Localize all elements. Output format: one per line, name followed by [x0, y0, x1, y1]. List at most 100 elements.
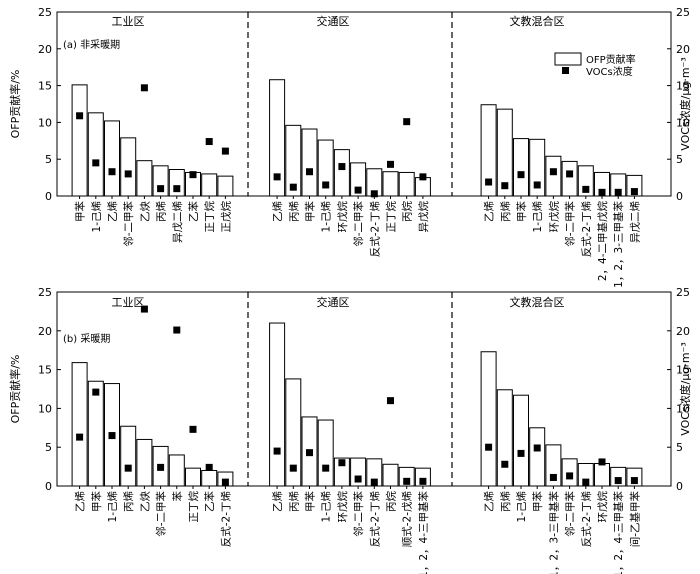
panel-a-category-label-1-8: 丙烷	[401, 201, 414, 222]
panel-a-voc-marker-2-1	[501, 182, 509, 190]
panel-b-voc-marker-1-7	[387, 397, 394, 405]
panel-a-ytick-label-left-1: 5	[45, 153, 52, 166]
panel-b-voc-marker-1-5	[354, 475, 362, 483]
panel-a-category-label-2-8: 1，2，3-三甲基苯	[612, 201, 625, 288]
panel-a-voc-marker-1-7	[387, 160, 394, 168]
panel-b-category-label-0-1: 甲苯	[90, 491, 103, 512]
panel-a-category-label-0-2: 乙烯	[106, 201, 119, 222]
panel-b-ytick-label-left-5: 25	[38, 286, 52, 299]
panel-b-ytick-label-right-2: 10	[676, 402, 690, 415]
panel-a-voc-marker-1-0	[273, 173, 281, 181]
panel-a-voc-marker-0-3	[124, 170, 132, 178]
panel-a-ofp-bar-1-2	[301, 128, 318, 197]
panel-b-category-label-2-0: 乙烯	[483, 491, 496, 512]
panel-b-ofp-bar-2-2	[513, 394, 529, 487]
legend-marker-label: VOCs浓度	[586, 65, 633, 78]
panel-a-ytick-label-left-2: 10	[38, 116, 52, 129]
panel-b-voc-marker-2-6	[582, 478, 590, 486]
panel-b-category-label-0-5: 邻-二甲苯	[155, 491, 168, 537]
panel-b-voc-marker-0-7	[189, 425, 197, 433]
panel-b-voc-marker-1-6	[370, 478, 378, 486]
panel-a-category-label-0-8: 正丁烷	[203, 201, 216, 233]
panel-a-ofp-bar-2-4	[545, 155, 562, 197]
panel-a-voc-marker-2-6	[582, 185, 590, 193]
panel-a-ytick-label-left-5: 25	[38, 6, 52, 19]
panel-a-label: (a) 非采暖期	[63, 38, 120, 51]
panel-b-category-label-2-7: 环戊烷	[596, 491, 609, 523]
panel-a-ofp-bar-2-5	[561, 160, 578, 197]
panel-a-voc-marker-1-9	[419, 173, 427, 181]
panel-a-voc-marker-0-5	[157, 185, 165, 193]
panel-b-ofp-bar-0-4	[136, 438, 153, 487]
panel-b-voc-marker-2-5	[566, 472, 574, 480]
legend-bar-swatch	[554, 52, 582, 66]
panel-a-category-label-2-0: 乙烯	[483, 201, 496, 222]
panel-a-ofp-bar-0-4	[136, 160, 153, 197]
panel-a-voc-marker-0-1	[92, 159, 100, 167]
panel-a-voc-marker-0-7	[189, 171, 197, 179]
panel-b-right-axis-label: VOCs浓度/μg·m⁻³	[678, 342, 692, 436]
panel-b-voc-marker-0-9	[221, 478, 229, 486]
panel-a-category-label-2-9: 异戊二烯	[628, 201, 641, 243]
panel-b-ofp-bar-1-3	[317, 419, 334, 487]
panel-a-group-title-3: 文教混合区	[510, 14, 565, 28]
panel-b-voc-marker-1-3	[322, 464, 330, 472]
panel-b-category-label-1-1: 丙烯	[287, 491, 300, 512]
panel-a-category-label-2-3: 1-己烯	[531, 201, 544, 233]
panel-b-voc-marker-2-2	[517, 449, 525, 457]
panel-b-category-label-1-5: 邻-二甲苯	[352, 491, 365, 537]
panel-a-voc-marker-0-2	[108, 168, 116, 176]
panel-a-voc-marker-0-0	[76, 112, 84, 120]
panel-b-voc-marker-1-4	[338, 459, 346, 467]
panel-b-ofp-bar-2-7	[594, 462, 610, 487]
panel-b-category-label-0-6: 苯	[171, 491, 184, 502]
panel-b-ytick-label-left-3: 15	[38, 364, 52, 377]
legend-bar-label: OFP贡献率	[586, 53, 636, 66]
panel-b-category-label-1-3: 1-己烯	[320, 491, 333, 523]
panel-a-category-label-1-7: 正丁烷	[385, 201, 398, 233]
panel-a-voc-marker-2-4	[549, 168, 557, 176]
panel-b-category-label-2-9: 间-乙基甲苯	[628, 491, 641, 548]
panel-b-ofp-bar-2-0	[480, 351, 497, 487]
panel-a-category-label-2-5: 邻-二甲苯	[564, 201, 577, 247]
panel-a-voc-marker-2-9	[630, 188, 638, 196]
panel-b-group-title-3: 文教混合区	[510, 295, 565, 309]
panel-a-ofp-bar-0-1	[87, 112, 104, 197]
panel-a-category-label-1-9: 异戊烷	[417, 201, 430, 233]
legend-marker-swatch	[562, 67, 569, 74]
panel-b-voc-marker-0-6	[173, 326, 181, 334]
panel-b-category-label-1-6: 反式-2-丁烯	[368, 491, 381, 548]
panel-b-category-label-2-3: 甲苯	[531, 491, 544, 512]
panel-b-category-label-0-7: 正丁烷	[187, 491, 200, 523]
panel-b-voc-marker-0-2	[108, 432, 116, 440]
panel-b-ytick-label-right-0: 0	[676, 480, 683, 493]
panel-b-category-label-2-4: 1，2，3-三甲基苯	[547, 491, 560, 574]
panel-a-ofp-bar-1-8	[398, 171, 415, 197]
panel-b-category-label-0-0: 乙烯	[74, 491, 87, 512]
panel-a-category-label-0-1: 1-己烯	[90, 201, 103, 233]
panel-b-category-label-1-4: 环戊烷	[336, 491, 349, 523]
panel-b-voc-marker-2-1	[501, 460, 509, 468]
panel-b-category-label-1-8: 顺式-2-戊烯	[401, 491, 414, 548]
panel-b-ytick-label-right-4: 20	[676, 325, 690, 338]
panel-b-ofp-bar-0-7	[185, 467, 201, 487]
panel-a-ofp-bar-1-7	[382, 171, 399, 197]
panel-b-voc-marker-2-4	[549, 473, 557, 481]
panel-a-voc-marker-2-2	[517, 171, 525, 179]
panel-b-voc-marker-0-4	[140, 305, 148, 313]
panel-a-voc-marker-2-3	[533, 181, 541, 189]
panel-b-category-label-2-1: 丙烯	[499, 491, 512, 512]
panel-a-category-label-1-6: 反式-2-丁烯	[368, 201, 381, 258]
panel-a-category-label-2-7: 2，4-二甲基戊烷	[596, 201, 609, 282]
panel-a-ytick-label-right-5: 25	[676, 6, 690, 19]
panel-b-voc-marker-1-2	[306, 449, 313, 457]
panel-b-marks: 0 05 510 1015 1520 2025 25乙烯 甲苯 1-己烯 丙烯 乙炔 邻-二甲苯苯正丁…	[38, 286, 690, 574]
panel-b-ofp-bar-1-7	[382, 463, 399, 487]
panel-b-category-label-0-3: 丙烯	[122, 491, 135, 512]
panel-b-voc-marker-0-0	[76, 433, 84, 441]
panel-b-voc-marker-2-8	[614, 477, 622, 485]
panel-a-category-label-0-9: 正戊烷	[219, 201, 232, 233]
panel-b-voc-marker-2-3	[533, 444, 541, 452]
panel-a-left-axis-label: OFP贡献率/%	[8, 70, 22, 139]
